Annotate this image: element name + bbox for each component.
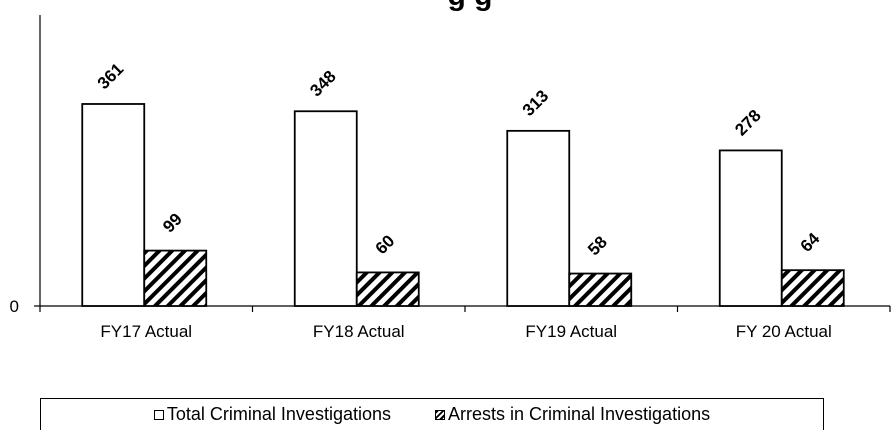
y-tick-label: 0 [10,297,19,316]
legend-label-total: Total Criminal Investigations [166,404,391,424]
bar-arrests [780,269,845,307]
legend-swatch-total [153,409,164,420]
legend-item-arrests: Arrests in Criminal Investigations [435,404,710,425]
bar-chart: g g 0 FY17 Actual 361 99 FY18 Actual 348 60 FY1… [10,0,891,341]
bar-arrests [143,249,208,307]
legend-swatch-arrests [435,409,445,420]
bar-total-investigations [81,103,146,307]
data-label: 361 [94,60,127,93]
data-label: 348 [306,67,339,100]
x-tick-label: FY17 Actual [100,322,192,341]
bar-arrests [568,272,633,307]
data-label: 99 [159,209,186,236]
legend-label-arrests: Arrests in Criminal Investigations [448,404,711,424]
data-label: 313 [519,86,552,119]
chart-title: g g [448,0,493,12]
data-label: 60 [372,231,399,258]
chart-legend: Total Criminal Investigations Arrests in… [40,398,824,430]
bar-total-investigations [718,149,783,307]
bar-total-investigations [293,110,358,307]
bar-arrests [355,271,420,307]
x-tick-label: FY19 Actual [525,322,617,341]
legend-item-total: Total Criminal Investigations [153,404,391,425]
data-label: 58 [584,232,611,259]
x-tick-label: FY18 Actual [313,322,405,341]
x-tick-label: FY 20 Actual [736,322,832,341]
bar-total-investigations [506,129,571,307]
plot-area: 0 FY17 Actual 361 99 FY18 Actual 348 60 FY19 Ac… [10,15,891,341]
data-label: 278 [731,106,764,139]
data-label: 64 [797,229,824,256]
